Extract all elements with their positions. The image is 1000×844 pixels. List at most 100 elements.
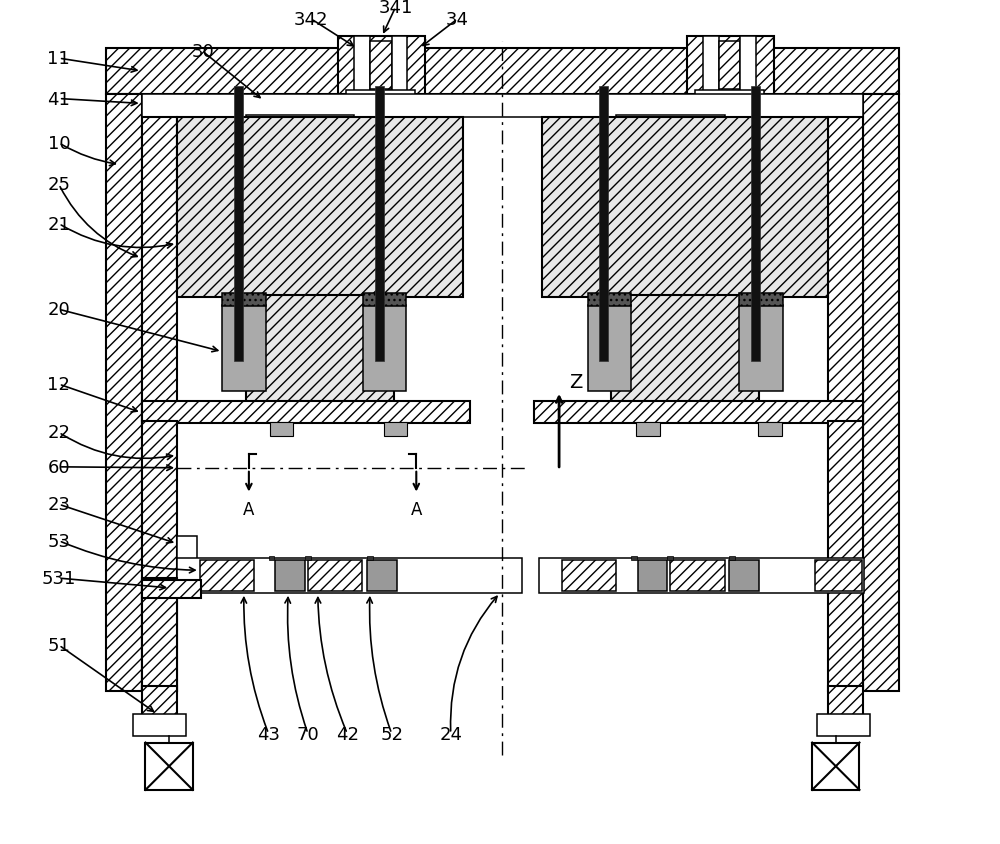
Bar bbox=[751, 87, 760, 362]
Bar bbox=[142, 421, 177, 691]
Bar bbox=[691, 149, 703, 155]
Text: A: A bbox=[411, 500, 422, 519]
Bar bbox=[863, 95, 899, 691]
Bar bbox=[363, 306, 406, 392]
Bar bbox=[222, 293, 266, 307]
Bar bbox=[652, 149, 663, 155]
Bar bbox=[599, 87, 608, 362]
Bar bbox=[142, 687, 177, 716]
Bar bbox=[370, 42, 392, 89]
Bar bbox=[542, 118, 828, 298]
Bar bbox=[363, 293, 406, 307]
Bar bbox=[812, 743, 859, 790]
Text: 21: 21 bbox=[47, 215, 70, 233]
Text: Z: Z bbox=[569, 372, 582, 391]
Text: 43: 43 bbox=[257, 725, 280, 743]
Text: 20: 20 bbox=[47, 301, 70, 319]
Bar bbox=[305, 557, 311, 560]
Bar bbox=[133, 714, 186, 736]
Bar bbox=[828, 687, 863, 716]
Bar bbox=[222, 306, 266, 392]
Bar bbox=[703, 37, 719, 95]
Bar bbox=[384, 422, 407, 437]
Bar bbox=[392, 37, 407, 95]
Text: 10: 10 bbox=[48, 135, 70, 153]
Bar bbox=[367, 560, 397, 591]
Bar bbox=[695, 90, 764, 100]
Bar bbox=[667, 557, 673, 560]
Text: 70: 70 bbox=[297, 725, 319, 743]
Text: 531: 531 bbox=[42, 570, 76, 587]
Bar bbox=[301, 149, 313, 155]
Bar bbox=[142, 95, 863, 118]
Text: 60: 60 bbox=[48, 458, 70, 476]
Bar bbox=[729, 560, 759, 591]
Text: 23: 23 bbox=[47, 495, 70, 514]
Bar bbox=[246, 116, 354, 136]
Bar bbox=[275, 560, 305, 591]
Bar bbox=[346, 90, 415, 100]
Bar bbox=[739, 293, 783, 307]
Bar bbox=[275, 134, 325, 152]
Bar bbox=[739, 306, 783, 392]
Bar bbox=[177, 559, 522, 593]
Bar bbox=[321, 149, 333, 155]
Bar bbox=[177, 536, 197, 564]
Bar bbox=[142, 578, 177, 691]
Bar bbox=[367, 557, 373, 560]
Text: 41: 41 bbox=[47, 90, 70, 108]
Bar bbox=[828, 421, 863, 691]
Text: 34: 34 bbox=[446, 11, 469, 29]
Bar bbox=[740, 37, 756, 95]
Text: 341: 341 bbox=[378, 0, 413, 17]
Bar bbox=[145, 743, 193, 790]
Bar bbox=[638, 560, 667, 591]
Bar bbox=[234, 87, 243, 362]
Text: 24: 24 bbox=[439, 725, 462, 743]
Text: 30: 30 bbox=[191, 43, 214, 61]
Bar bbox=[246, 296, 394, 421]
Bar bbox=[106, 49, 899, 95]
Bar bbox=[670, 560, 725, 591]
Text: 12: 12 bbox=[47, 376, 70, 393]
Bar bbox=[687, 37, 774, 95]
Bar bbox=[106, 95, 142, 691]
Bar bbox=[142, 581, 201, 598]
Text: A: A bbox=[243, 500, 255, 519]
Bar bbox=[270, 422, 293, 437]
Bar bbox=[269, 557, 274, 560]
Text: 342: 342 bbox=[294, 11, 328, 29]
Bar bbox=[588, 293, 631, 307]
Bar bbox=[636, 422, 660, 437]
Bar bbox=[177, 118, 463, 298]
Bar bbox=[354, 37, 370, 95]
Text: 11: 11 bbox=[47, 50, 70, 68]
Bar bbox=[611, 296, 759, 421]
Bar bbox=[338, 37, 425, 95]
Bar bbox=[719, 42, 740, 89]
Bar bbox=[817, 714, 870, 736]
Bar bbox=[828, 118, 863, 421]
Bar bbox=[142, 402, 470, 423]
Text: 42: 42 bbox=[336, 725, 359, 743]
Bar bbox=[281, 149, 293, 155]
Bar bbox=[671, 149, 683, 155]
Bar bbox=[539, 559, 864, 593]
Bar bbox=[562, 560, 616, 591]
Bar bbox=[200, 560, 254, 591]
Bar bbox=[375, 87, 384, 362]
Bar bbox=[815, 560, 862, 591]
Bar bbox=[534, 402, 863, 423]
Text: 25: 25 bbox=[47, 176, 70, 194]
Text: 51: 51 bbox=[47, 636, 70, 654]
Bar bbox=[646, 134, 695, 152]
Bar bbox=[142, 118, 177, 421]
Text: 22: 22 bbox=[47, 424, 70, 441]
Bar bbox=[588, 306, 631, 392]
Bar bbox=[616, 116, 725, 136]
Bar bbox=[758, 422, 782, 437]
Bar bbox=[631, 557, 637, 560]
Text: 53: 53 bbox=[47, 532, 70, 550]
Text: 52: 52 bbox=[380, 725, 403, 743]
Bar bbox=[729, 557, 735, 560]
